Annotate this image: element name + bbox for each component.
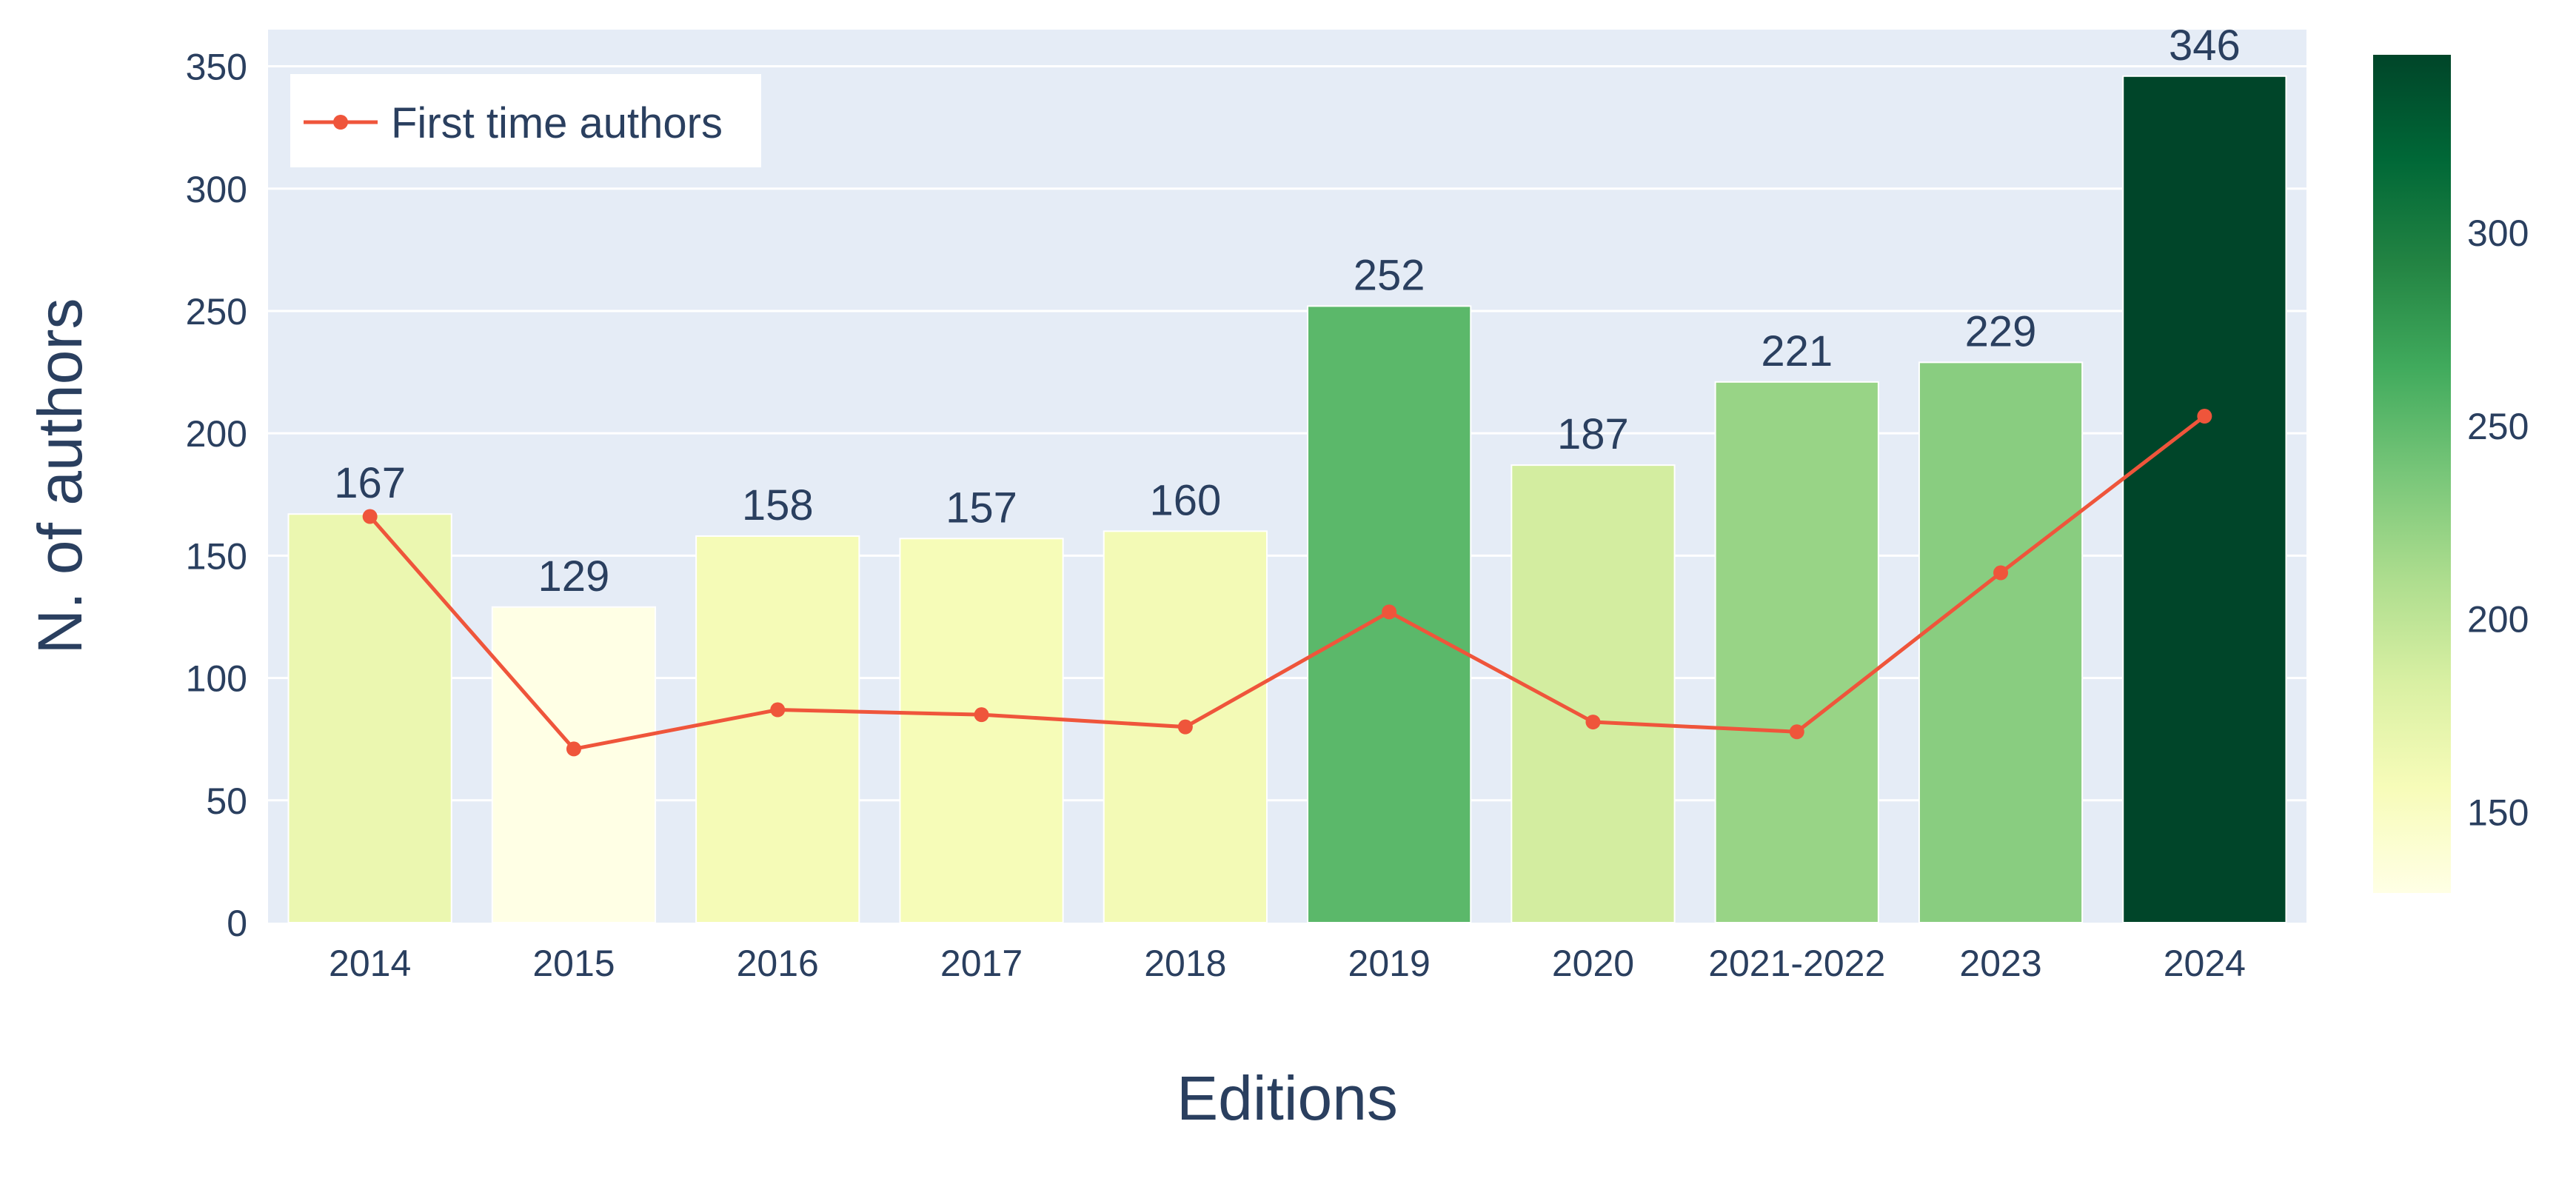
x-tick-label: 2015: [532, 943, 615, 984]
y-tick-label: 200: [186, 413, 247, 455]
y-axis-title: N. of authors: [25, 298, 95, 655]
bar-data-label: 157: [946, 484, 1017, 532]
first-time-authors-point: [1993, 565, 2009, 581]
first-time-authors-line: [362, 409, 2212, 757]
bar-2017: [899, 538, 1064, 923]
first-time-authors-point: [566, 741, 581, 757]
x-axis-title: Editions: [1177, 1063, 1398, 1133]
y-tick-label: 350: [186, 47, 247, 88]
first-time-authors-polyline: [368, 415, 2206, 752]
x-tick-label: 2021-2022: [1708, 943, 1885, 984]
bar-2015: [491, 606, 657, 923]
bar-data-label: 229: [1965, 307, 2037, 355]
first-time-authors-point: [1789, 724, 1804, 740]
bar-2016: [695, 535, 860, 923]
y-tick-label: 250: [186, 291, 247, 332]
y-tick-label: 150: [186, 535, 247, 577]
x-tick-label: 2018: [1144, 943, 1226, 984]
legend-entry-first-time-authors: First time authors: [391, 99, 723, 147]
x-tick-label: 2024: [2164, 943, 2246, 984]
y-tick-label: 50: [206, 780, 247, 822]
bar-2023: [1918, 361, 2084, 924]
bar-data-label: 167: [334, 459, 406, 507]
bar-data-label: 346: [2169, 21, 2241, 70]
bar-data-label: 252: [1354, 251, 1425, 299]
bar-data-label: 160: [1149, 476, 1221, 524]
x-axis-ticks: 2014 2015 2016 2017 2018 2019 2020 2021-2022 202…: [329, 943, 2246, 984]
bars: [287, 75, 2287, 924]
colorbar-tick-label: 250: [2467, 406, 2529, 447]
x-tick-label: 2017: [940, 943, 1023, 984]
colorbar-gradient: [2373, 55, 2451, 893]
first-time-authors-point: [1585, 715, 1601, 730]
bar-2020: [1511, 464, 1676, 923]
y-axis-ticks: 0 50 100 150 200 250 300 350: [186, 47, 247, 944]
colorbar-tick-label: 150: [2467, 792, 2529, 833]
colorbar: 150 200 250 300: [2373, 55, 2529, 893]
first-time-authors-point: [362, 509, 378, 524]
colorbar-tick-label: 200: [2467, 599, 2529, 641]
first-time-authors-point: [1177, 719, 1193, 735]
first-time-authors-point: [974, 707, 989, 723]
first-time-authors-point: [2197, 409, 2212, 424]
bar-2014: [287, 513, 452, 923]
x-tick-label: 2023: [1959, 943, 2041, 984]
bar-data-label: 221: [1761, 327, 1833, 375]
x-tick-label: 2019: [1348, 943, 1431, 984]
bar-2021-2022: [1714, 381, 1879, 923]
x-tick-label: 2020: [1552, 943, 1634, 984]
bar-data-labels: 167 129 158 157 160 252 187 221 229 346: [334, 21, 2240, 601]
bar-data-label: 158: [742, 481, 814, 529]
bar-data-label: 187: [1557, 410, 1629, 458]
y-tick-label: 300: [186, 169, 247, 210]
legend[interactable]: First time authors: [290, 74, 761, 167]
y-tick-label: 0: [227, 903, 247, 944]
bar-2024: [2122, 75, 2287, 924]
legend-marker-swatch: [333, 115, 348, 130]
bar-data-label: 129: [538, 552, 610, 601]
x-tick-label: 2016: [737, 943, 819, 984]
colorbar-tick-label: 300: [2467, 213, 2529, 254]
first-time-authors-point: [770, 702, 786, 718]
first-time-authors-point: [1382, 604, 1397, 620]
x-tick-label: 2014: [329, 943, 411, 984]
y-tick-label: 100: [186, 658, 247, 700]
